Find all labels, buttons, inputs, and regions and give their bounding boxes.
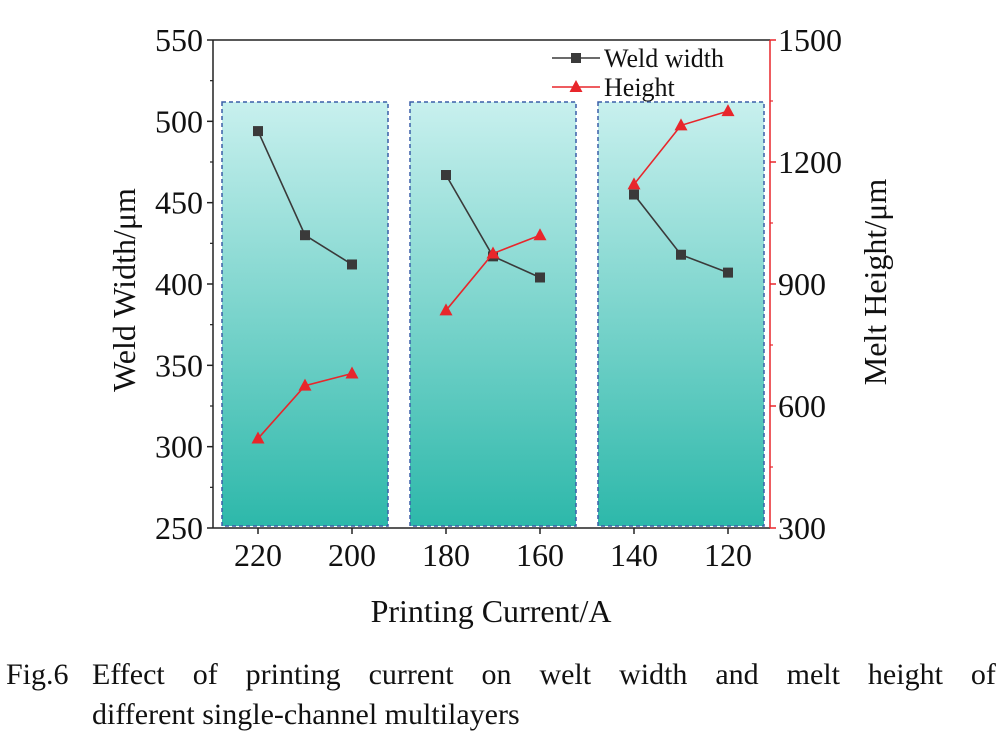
x-tick-label: 180 <box>422 537 470 573</box>
weld-width-point <box>347 259 357 270</box>
caption-word: welt <box>539 658 592 691</box>
caption-number: Fig.6 <box>6 658 69 691</box>
weld-width-point <box>253 126 263 137</box>
x-tick-label: 220 <box>234 537 282 573</box>
y-right-tick-label: 300 <box>778 510 826 546</box>
height-point <box>251 431 265 444</box>
caption-word: Effect <box>92 658 165 691</box>
height-point <box>439 303 453 316</box>
x-axis-label: Printing Current/A <box>371 593 612 629</box>
panel-2 <box>409 101 577 527</box>
legend-label: Height <box>604 73 676 102</box>
weld-width-point <box>300 230 310 241</box>
height-point <box>674 118 688 131</box>
y-left-tick-label: 550 <box>155 22 203 58</box>
panel-3 <box>597 101 765 527</box>
caption-word: of <box>970 658 996 691</box>
legend-triangle-marker <box>569 80 583 92</box>
caption-word: printing <box>245 658 341 691</box>
panel-1 <box>221 101 389 527</box>
caption-word: current <box>368 658 454 691</box>
weld-width-point <box>535 272 545 283</box>
y-right-tick-label: 1500 <box>778 22 842 58</box>
y-left-tick-label: 250 <box>155 510 203 546</box>
y-left-tick-label: 400 <box>155 266 203 302</box>
y-right-tick-label: 600 <box>778 388 826 424</box>
caption-word: and <box>715 658 759 691</box>
x-tick-label: 200 <box>328 537 376 573</box>
x-tick-label: 160 <box>516 537 564 573</box>
caption-word: height <box>867 658 943 691</box>
height-point <box>345 366 359 379</box>
y-left-tick-label: 450 <box>155 185 203 221</box>
weld-width-point <box>676 249 686 260</box>
figure-caption: Fig.6 Effect of printing current on welt width… <box>6 655 996 735</box>
y-left-tick-label: 350 <box>155 347 203 383</box>
height-point <box>486 246 500 259</box>
height-point <box>721 104 735 117</box>
y-right-tick-label: 1200 <box>778 144 842 180</box>
y-left-tick-label: 300 <box>155 429 203 465</box>
caption-word: of <box>192 658 218 691</box>
height-point <box>533 228 547 241</box>
series-layer <box>251 104 735 444</box>
y-right-tick-label: 900 <box>778 266 826 302</box>
shaded-panels <box>221 101 765 527</box>
caption-word: melt <box>786 658 840 691</box>
x-tick-label: 120 <box>704 537 752 573</box>
legend-label: Weld width <box>604 44 724 73</box>
y-right-axis-label: Melt Height/μm <box>857 179 893 386</box>
dual-axis-line-chart: 250 300 350 400 450 500 550 300 600 900 1200 1500 22… <box>106 22 893 629</box>
weld-width-point <box>441 170 451 181</box>
legend-square-marker <box>571 53 581 63</box>
y-left-axis-label: Weld Width/μm <box>106 188 142 392</box>
caption-word: on <box>481 658 512 691</box>
x-tick-label: 140 <box>610 537 658 573</box>
height-point <box>298 378 312 391</box>
axis-labels: Printing Current/A Weld Width/μm Melt Heig… <box>106 179 893 629</box>
weld-width-point <box>723 267 733 278</box>
caption-line-1: Effect of printing current on welt width and mel… <box>92 655 996 695</box>
axes: 250 300 350 400 450 500 550 300 600 900 1200 1500 22… <box>155 22 842 573</box>
caption-line-2: different single-channel multilayers <box>92 698 520 731</box>
weld-width-point <box>629 189 639 200</box>
height-point <box>627 177 641 190</box>
y-left-tick-label: 500 <box>155 103 203 139</box>
caption-word: width <box>619 658 688 691</box>
